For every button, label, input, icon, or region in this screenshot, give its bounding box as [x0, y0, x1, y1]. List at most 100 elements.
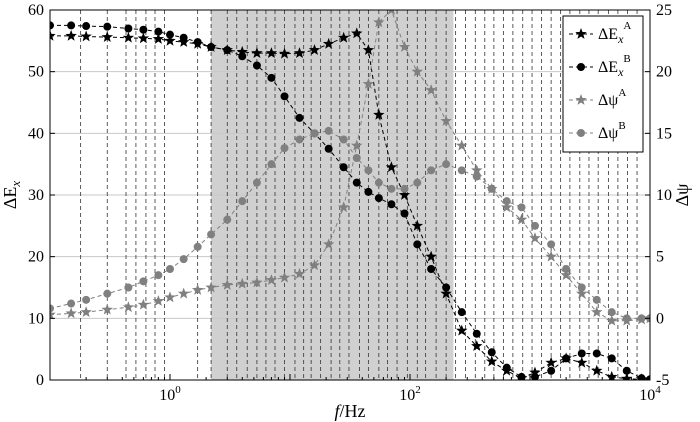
data-point	[164, 291, 176, 303]
data-point	[606, 314, 618, 326]
y-left-tick-label: 20	[28, 249, 44, 266]
data-point	[607, 308, 616, 317]
y-left-tick-label: 0	[36, 372, 44, 389]
data-point	[251, 276, 263, 288]
data-point	[440, 287, 452, 299]
data-point	[308, 259, 321, 271]
data-point	[80, 30, 92, 42]
data-point	[164, 34, 176, 46]
data-point	[238, 52, 247, 61]
data-point	[67, 299, 76, 308]
x-axis-label: f/Hz	[334, 401, 365, 421]
data-point	[425, 250, 437, 262]
data-point	[236, 45, 248, 57]
data-point	[308, 44, 321, 55]
data-point	[411, 65, 423, 77]
data-point	[124, 283, 133, 292]
y-right-tick-label: 5	[656, 249, 664, 266]
data-point	[139, 277, 148, 286]
y-right-tick-label: 10	[656, 187, 672, 204]
data-point	[223, 46, 232, 55]
data-point	[293, 267, 306, 279]
data-point	[337, 201, 350, 213]
data-point	[576, 287, 588, 299]
data-point	[82, 295, 91, 304]
data-point	[265, 47, 278, 59]
data-point	[472, 329, 481, 338]
legend-item-1: ΔExA	[569, 20, 631, 46]
data-point	[517, 372, 526, 380]
data-point	[592, 295, 601, 304]
y-right-tick-label: -5	[656, 372, 669, 389]
data-point	[101, 31, 113, 42]
data-point	[122, 31, 135, 43]
x-tick-label: 100	[159, 384, 181, 404]
data-point	[221, 279, 233, 290]
y-left-tick-label: 30	[28, 187, 44, 204]
data-point	[152, 32, 165, 44]
y-left-tick-label: 60	[28, 2, 44, 19]
data-point	[591, 364, 603, 376]
data-point	[205, 281, 217, 293]
data-point	[413, 178, 422, 187]
data-point	[427, 166, 436, 175]
data-point	[622, 314, 631, 323]
data-point	[400, 184, 409, 193]
data-point	[339, 135, 348, 144]
data-point	[50, 308, 56, 320]
data-point	[487, 184, 496, 193]
data-point	[280, 144, 289, 153]
data-point	[364, 166, 373, 175]
data-point	[295, 135, 304, 144]
data-point	[362, 78, 375, 89]
data-point	[67, 21, 76, 30]
data-point	[387, 184, 396, 193]
data-point	[103, 289, 112, 298]
legend-label: ΔψB	[598, 120, 626, 142]
legend-label: ΔψA	[598, 87, 626, 109]
data-point	[387, 200, 396, 209]
y-right-tick-label: 0	[656, 310, 664, 327]
data-point	[154, 27, 163, 36]
data-point	[486, 355, 498, 367]
data-point	[50, 304, 54, 313]
data-point	[373, 16, 385, 28]
data-point	[322, 37, 335, 49]
data-point	[236, 277, 248, 289]
data-point	[193, 242, 202, 251]
data-point	[80, 306, 92, 318]
data-point	[101, 303, 113, 315]
y-right-tick-label: 20	[656, 64, 672, 81]
data-point	[179, 33, 188, 42]
data-point	[411, 219, 423, 231]
data-point	[472, 172, 481, 181]
data-point	[398, 41, 411, 52]
data-point	[530, 221, 539, 230]
data-point	[191, 283, 204, 295]
data-point	[278, 47, 291, 59]
data-point	[223, 215, 232, 224]
legend-marker	[577, 129, 585, 137]
data-point	[193, 38, 202, 47]
data-point	[456, 324, 468, 336]
data-point	[576, 356, 588, 368]
series-layer	[50, 10, 650, 380]
data-point	[373, 108, 385, 120]
data-point	[646, 375, 650, 380]
data-point	[310, 129, 319, 138]
data-point	[280, 92, 289, 101]
data-point	[456, 139, 468, 151]
data-point	[622, 366, 631, 375]
y-left-tick-label: 10	[28, 310, 44, 327]
data-point	[577, 283, 586, 292]
series-3	[50, 10, 650, 326]
data-point	[166, 265, 174, 273]
data-point	[322, 238, 335, 250]
data-point	[351, 139, 363, 151]
data-point	[442, 160, 451, 169]
data-point	[471, 340, 483, 351]
data-point	[413, 240, 422, 249]
y-axis-left-label: ΔEx	[0, 181, 23, 210]
data-point	[442, 283, 451, 292]
data-point	[137, 32, 150, 44]
